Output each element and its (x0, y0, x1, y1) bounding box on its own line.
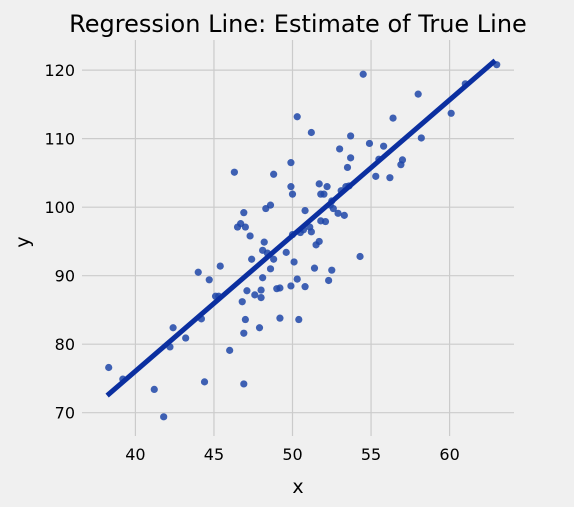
data-point (287, 159, 295, 167)
data-point (372, 172, 380, 180)
y-tick-label: 90 (55, 267, 75, 286)
chart-title: Regression Line: Estimate of True Line (69, 10, 527, 38)
data-point (301, 206, 309, 215)
data-point (266, 265, 275, 273)
data-point (389, 114, 397, 122)
data-point (343, 163, 352, 172)
regression-line-group (105, 58, 497, 398)
y-tick-label: 110 (44, 130, 75, 149)
data-point (255, 324, 264, 332)
data-point (270, 255, 278, 263)
data-point (200, 378, 209, 386)
data-point (288, 190, 297, 198)
x-axis-label: x (292, 476, 303, 498)
data-point (321, 217, 330, 226)
data-point (238, 298, 246, 306)
data-point (320, 190, 328, 198)
data-point (240, 329, 248, 337)
y-axis-label: y (12, 236, 34, 247)
data-point (347, 154, 355, 162)
data-point (257, 286, 265, 294)
data-point (307, 228, 315, 236)
data-point (241, 315, 249, 324)
data-point (260, 238, 268, 246)
data-point (270, 170, 278, 178)
data-point (293, 113, 301, 121)
data-point (414, 90, 422, 98)
data-point (325, 276, 333, 285)
data-point (240, 380, 248, 388)
data-point (240, 209, 248, 217)
scatter-points (105, 61, 501, 421)
x-tick-label: 50 (282, 445, 302, 464)
data-point (347, 132, 355, 140)
data-point (182, 334, 190, 342)
y-tick-label: 120 (44, 61, 75, 80)
data-point (169, 324, 177, 332)
data-point (287, 183, 295, 191)
data-point (205, 276, 213, 284)
grid (82, 40, 514, 436)
data-point (160, 413, 168, 421)
data-point (310, 264, 319, 272)
y-tick-label: 80 (55, 335, 75, 354)
data-point (150, 385, 158, 394)
x-tick-label: 60 (439, 445, 459, 464)
y-tick-label: 70 (55, 404, 75, 423)
data-point (315, 180, 323, 188)
data-point (329, 204, 337, 213)
data-point (290, 258, 298, 266)
data-point (194, 268, 202, 276)
data-point (295, 315, 303, 324)
x-tick-labels: 40 45 50 55 60 (125, 445, 460, 464)
data-point (356, 252, 364, 261)
data-point (293, 275, 301, 283)
data-point (334, 209, 342, 217)
data-point (336, 145, 344, 153)
data-point (328, 266, 336, 274)
regression-line (105, 58, 497, 398)
data-point (257, 294, 265, 302)
x-tick-label: 55 (361, 445, 381, 464)
y-tick-label: 100 (44, 198, 75, 217)
data-point (276, 314, 284, 322)
data-point (282, 248, 290, 256)
data-point (248, 255, 256, 263)
data-point (380, 142, 388, 150)
data-point (259, 274, 267, 282)
data-point (251, 291, 259, 299)
data-point (417, 134, 425, 142)
data-point (398, 156, 407, 164)
data-point (447, 109, 455, 117)
data-point (105, 363, 113, 372)
data-point (226, 346, 234, 354)
data-point (301, 283, 309, 291)
data-point (359, 70, 367, 78)
data-point (315, 237, 323, 246)
data-point (243, 287, 251, 295)
data-point (365, 139, 374, 148)
data-point (340, 211, 348, 219)
y-tick-labels: 70 80 90 100 110 120 (44, 61, 75, 423)
x-tick-label: 45 (204, 445, 224, 464)
data-point (323, 183, 331, 191)
data-point (246, 232, 254, 240)
data-point (216, 262, 224, 270)
data-point (307, 128, 315, 137)
data-point (230, 168, 238, 176)
data-point (287, 282, 295, 290)
data-point (386, 174, 394, 182)
data-point (266, 201, 275, 209)
data-point (276, 284, 284, 292)
data-point (241, 223, 249, 231)
x-tick-label: 40 (125, 445, 145, 464)
